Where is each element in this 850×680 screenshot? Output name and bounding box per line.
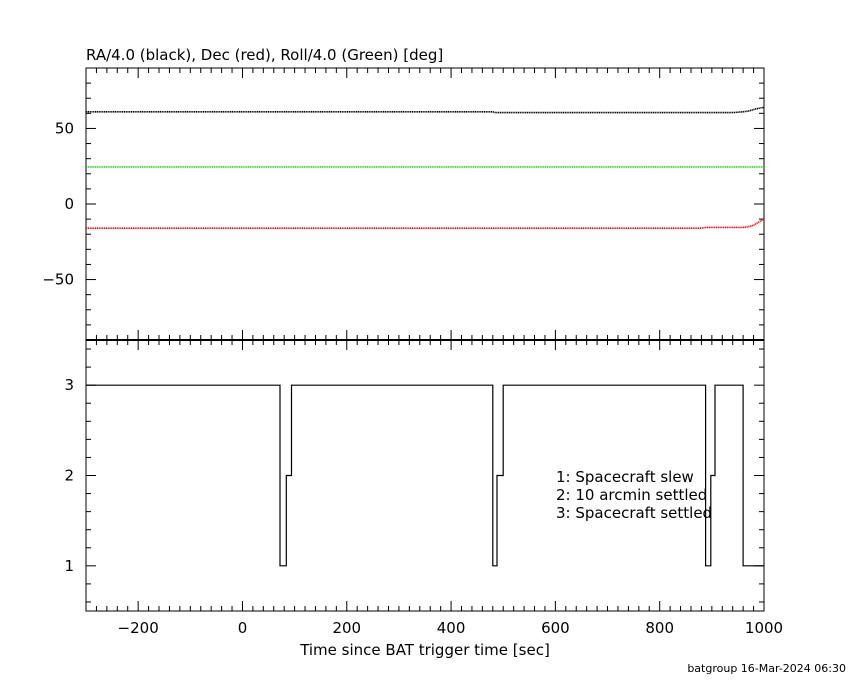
legend-10arcmin: 2: 10 arcmin settled — [556, 486, 707, 504]
series-line-dec — [86, 218, 765, 229]
y-tick-label: 3 — [64, 376, 74, 394]
top-panel: 50 0 −50 — [42, 67, 765, 341]
y-tick-label: 2 — [64, 467, 74, 485]
x-tick-label: 200 — [332, 619, 361, 637]
footer-stamp: batgroup 16-Mar-2024 06:30 — [687, 662, 846, 675]
chart-title: RA/4.0 (black), Dec (red), Roll/4.0 (Gre… — [86, 46, 443, 64]
x-tick-label: 600 — [541, 619, 570, 637]
top-panel-frame — [85, 67, 765, 341]
legend-slew: 1: Spacecraft slew — [556, 468, 694, 486]
y-tick-label: 1 — [64, 557, 74, 575]
y-tick-label: 50 — [55, 119, 74, 137]
bottom-panel: −200 0 200 400 600 800 1000 3 2 1 — [64, 339, 783, 637]
x-axis-label: Time since BAT trigger time [sec] — [299, 641, 550, 659]
y-tick-label: −50 — [42, 271, 74, 289]
x-tick-label: 0 — [238, 619, 248, 637]
x-tick-label: 800 — [645, 619, 674, 637]
x-tick-label: 400 — [437, 619, 466, 637]
series-line-ra — [86, 106, 765, 114]
series-line-status — [86, 384, 764, 567]
x-tick-label: 1000 — [745, 619, 783, 637]
y-tick-label: 0 — [64, 195, 74, 213]
legend-settled: 3: Spacecraft settled — [556, 504, 712, 522]
x-tick-label: −200 — [118, 619, 159, 637]
